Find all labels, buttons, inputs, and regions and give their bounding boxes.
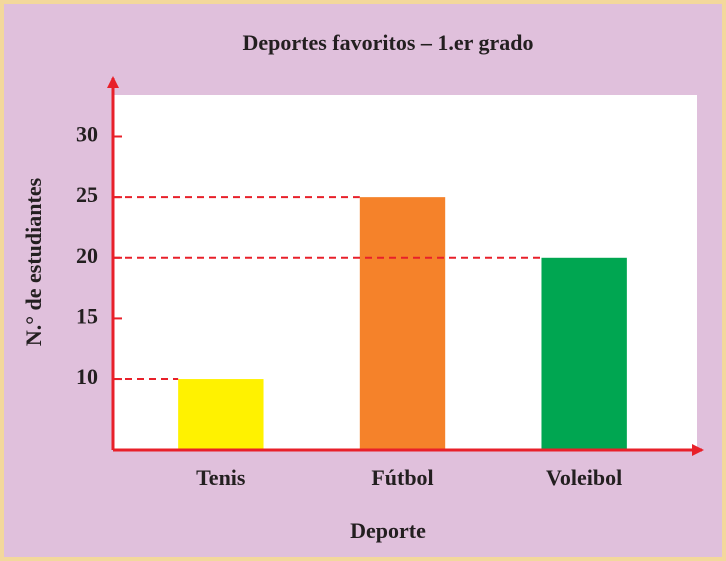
chart-title: Deportes favoritos – 1.er grado <box>242 30 533 55</box>
bar <box>178 379 264 450</box>
x-tick-label: Fútbol <box>371 465 433 490</box>
y-axis-label: N.° de estudiantes <box>21 177 46 346</box>
bar <box>359 197 446 450</box>
y-tick-label: 20 <box>76 243 98 268</box>
y-tick-label: 30 <box>76 122 98 147</box>
x-axis-label: Deporte <box>350 518 426 543</box>
bar <box>541 257 627 450</box>
y-tick-label: 10 <box>76 364 98 389</box>
x-tick-label: Voleibol <box>546 465 622 490</box>
x-tick-label: Tenis <box>196 465 246 490</box>
y-tick-label: 25 <box>76 182 98 207</box>
y-tick-label: 15 <box>76 303 98 328</box>
